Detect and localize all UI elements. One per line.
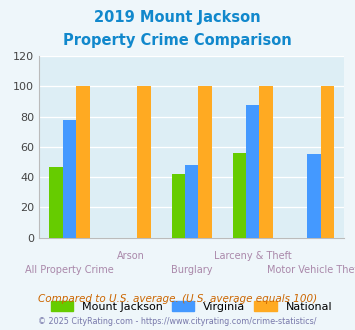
Text: Compared to U.S. average. (U.S. average equals 100): Compared to U.S. average. (U.S. average … [38, 294, 317, 304]
Bar [76, 86, 90, 238]
Bar [260, 86, 273, 238]
Text: Property Crime Comparison: Property Crime Comparison [63, 33, 292, 48]
Bar [137, 86, 151, 238]
Bar [49, 167, 63, 238]
Text: © 2025 CityRating.com - https://www.cityrating.com/crime-statistics/: © 2025 CityRating.com - https://www.city… [38, 317, 317, 326]
Bar [171, 174, 185, 238]
Bar [233, 153, 246, 238]
Text: Larceny & Theft: Larceny & Theft [214, 251, 292, 261]
Bar [63, 120, 76, 238]
Legend: Mount Jackson, Virginia, National: Mount Jackson, Virginia, National [48, 298, 335, 315]
Bar [198, 86, 212, 238]
Text: Arson: Arson [117, 251, 144, 261]
Bar [307, 154, 321, 238]
Bar [321, 86, 334, 238]
Bar [185, 165, 198, 238]
Text: 2019 Mount Jackson: 2019 Mount Jackson [94, 10, 261, 25]
Text: Motor Vehicle Theft: Motor Vehicle Theft [267, 265, 355, 275]
Text: Burglary: Burglary [171, 265, 212, 275]
Bar [246, 105, 260, 238]
Text: All Property Crime: All Property Crime [25, 265, 114, 275]
